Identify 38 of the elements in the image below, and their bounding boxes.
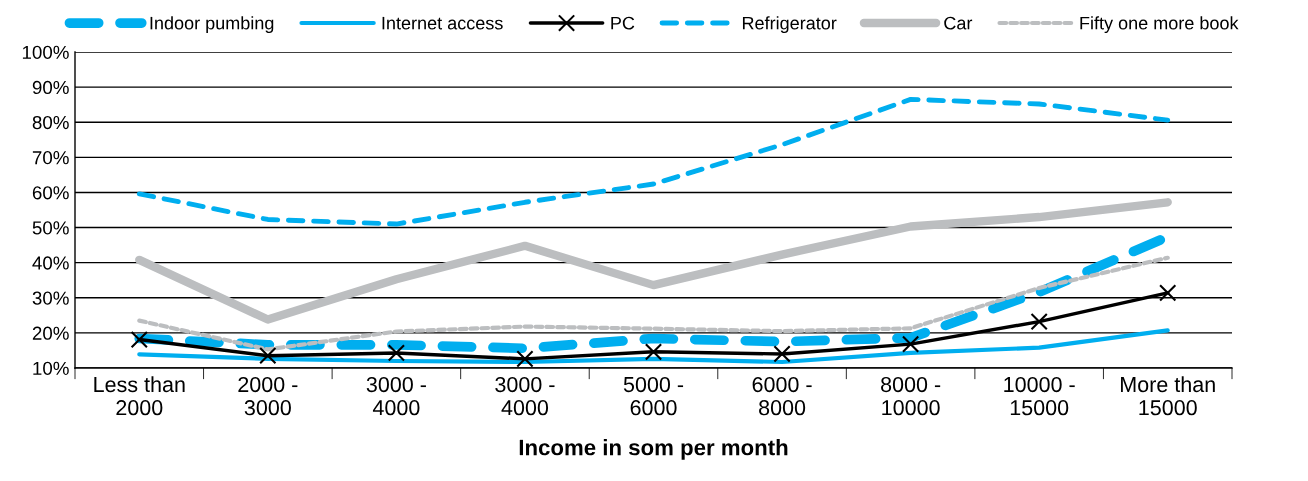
line-series	[137, 255, 1170, 352]
x-tick-label: 3000 - 4000	[366, 376, 426, 416]
y-tick-label: 80%	[32, 115, 69, 130]
y-tick-label: 50%	[32, 221, 69, 235]
y-tick-label: 60%	[32, 186, 69, 200]
legend-label: Refrigerator	[742, 16, 837, 34]
legend-label: Fifty one more book	[1080, 16, 1239, 34]
point	[516, 350, 534, 368]
x-tick-label: 5000 - 6000	[623, 376, 684, 416]
legend-label: Internet access	[382, 16, 503, 30]
y-tick-label: 20%	[32, 326, 69, 340]
y-tick-label: 100%	[22, 45, 69, 59]
y-tick-label: 90%	[32, 80, 69, 95]
line-series	[136, 96, 1171, 227]
x-axis-title: Income in som per month	[519, 439, 788, 460]
legend-label: Car	[944, 16, 973, 30]
point	[773, 345, 791, 363]
x-tick-label: 8000 - 10000	[881, 376, 941, 416]
x-tick-label: 2000 - 3000	[238, 376, 298, 416]
y-tick-label: 40%	[32, 256, 69, 270]
point	[259, 347, 277, 365]
x-tick-label: Less than 2000	[94, 376, 185, 416]
x-tick-label: 6000 - 8000	[752, 376, 812, 416]
point	[387, 344, 406, 362]
point	[1030, 312, 1048, 331]
line-series	[137, 328, 1170, 365]
x-tick-label: 3000 - 4000	[495, 376, 555, 416]
point	[901, 335, 920, 353]
legend-label: PC	[611, 16, 635, 30]
point	[130, 330, 148, 349]
legend-label: Indoor pumbing	[150, 16, 274, 34]
y-tick-label: 10%	[33, 361, 69, 375]
point	[644, 343, 663, 361]
x-tick-label: 10000 - 15000	[1004, 376, 1075, 416]
y-tick-label: 30%	[32, 291, 69, 305]
y-tick-label: 70%	[32, 151, 69, 165]
point	[1159, 284, 1177, 302]
x-tick-label: More than 15000	[1121, 376, 1215, 416]
